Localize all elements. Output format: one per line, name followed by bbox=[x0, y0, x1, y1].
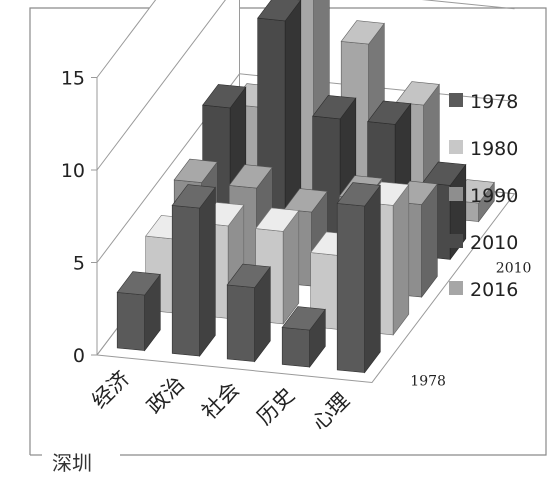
bar-top bbox=[255, 207, 300, 232]
bars bbox=[116, 0, 495, 374]
bar-top bbox=[283, 188, 328, 213]
bar-top bbox=[173, 158, 218, 183]
frame-border bbox=[29, 7, 547, 456]
bar bbox=[116, 271, 161, 352]
bar-top bbox=[116, 271, 161, 296]
legend-label: 1978 bbox=[470, 91, 518, 113]
depth-tick-label: 1978 bbox=[410, 374, 446, 390]
bar bbox=[171, 184, 216, 357]
bar-front bbox=[116, 292, 145, 351]
bar-front bbox=[226, 284, 255, 362]
bar-top bbox=[312, 95, 357, 120]
bar bbox=[226, 263, 271, 363]
bar-top bbox=[422, 161, 467, 186]
legend-swatch bbox=[449, 234, 463, 248]
legend-label: 2016 bbox=[470, 279, 518, 301]
legend-item: 2016 bbox=[449, 279, 518, 301]
legend: 1978 1980 1990 2010 2016 bbox=[449, 91, 518, 301]
bar-front bbox=[281, 327, 311, 368]
legend-item: 2010 bbox=[449, 232, 518, 254]
bar-top bbox=[336, 182, 381, 207]
bar-side bbox=[392, 183, 410, 336]
bar-top bbox=[171, 184, 216, 209]
legend-item: 1980 bbox=[449, 138, 518, 160]
x-tick-label: 心理 bbox=[307, 388, 354, 435]
bar-top bbox=[228, 164, 273, 189]
x-tick-label: 社会 bbox=[197, 377, 244, 424]
bar-side bbox=[364, 184, 381, 374]
bar-top bbox=[226, 263, 271, 288]
bar-top bbox=[202, 84, 247, 109]
legend-swatch bbox=[449, 281, 463, 295]
y-tick-label: 10 bbox=[61, 160, 85, 182]
bar-top bbox=[257, 0, 302, 22]
depth-tick-labels: 1978 2010 bbox=[410, 260, 531, 389]
legend-label: 1980 bbox=[470, 138, 518, 160]
legend-label: 1990 bbox=[470, 185, 518, 207]
gridline-10 bbox=[96, 0, 515, 171]
bar-top bbox=[340, 20, 385, 45]
bar-top bbox=[281, 306, 326, 331]
bar-top bbox=[395, 81, 440, 106]
legend-swatch bbox=[449, 93, 463, 107]
legend-item: 1978 bbox=[449, 91, 518, 113]
bar-top bbox=[367, 100, 412, 125]
x-tick-label: 经济 bbox=[87, 366, 134, 413]
bar-side bbox=[199, 186, 216, 357]
x-tick-label: 政治 bbox=[142, 372, 189, 419]
y-tick-label: 5 bbox=[73, 253, 85, 275]
legend-label: 2010 bbox=[470, 232, 518, 254]
y-tick-labels: 0 5 10 15 bbox=[61, 68, 85, 368]
legend-item: 1990 bbox=[449, 185, 518, 207]
bar-front bbox=[171, 205, 200, 357]
legend-swatch bbox=[449, 140, 463, 154]
side-wall bbox=[97, 0, 240, 355]
gridline-15 bbox=[96, 0, 157, 78]
bar-front bbox=[336, 203, 366, 373]
y-tick-label: 15 bbox=[61, 68, 85, 90]
panel-label: 深圳 bbox=[52, 451, 92, 475]
bar bbox=[336, 182, 381, 374]
y-tick-label: 0 bbox=[73, 345, 85, 367]
legend-swatch bbox=[449, 187, 463, 201]
bar bbox=[281, 306, 326, 368]
x-tick-label: 历史 bbox=[252, 383, 299, 430]
depth-tick-label: 2010 bbox=[496, 260, 532, 276]
